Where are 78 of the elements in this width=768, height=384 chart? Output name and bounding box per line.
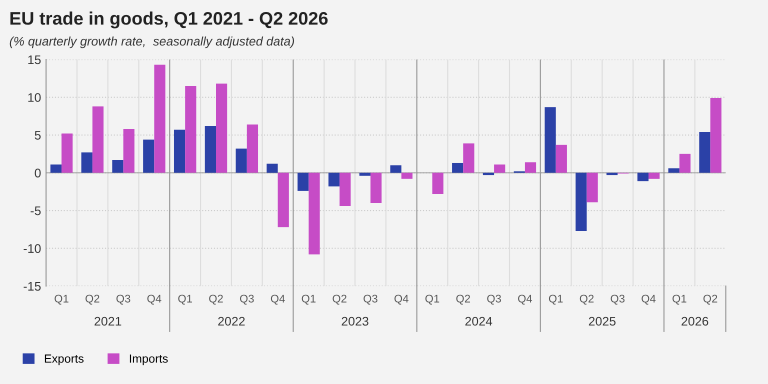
bar [432,172,444,194]
x-tick-label: Q4 [147,294,162,305]
x-tick-label: Q2 [332,294,346,305]
bar [308,172,320,254]
bar [679,154,691,173]
x-tick-label: Q3 [240,294,254,305]
text: 2025 [588,316,616,326]
bar [340,172,351,206]
bar [576,172,587,231]
bar [586,172,598,202]
bar [185,86,196,173]
bar [710,98,722,173]
bar [143,140,154,173]
bar [328,172,340,186]
bar [544,107,556,173]
x-tick-label: Q1 [54,294,68,305]
legend-label: Exports [44,354,84,366]
bar [668,168,680,173]
bar [62,134,73,173]
bar [81,152,92,173]
x-tick-label: Q2 [456,294,470,305]
bar [463,143,474,173]
bar [50,164,62,173]
y-tick-label: 5 [34,130,41,140]
bar [204,126,216,173]
text: 2024 [465,316,492,326]
y-tick-label: -15 [24,282,41,291]
bar [112,160,124,173]
chart-subtitle: (% quarterly growth rate, seasonally adjusted data) [10,36,294,48]
y-tick-label: 15 [28,55,41,64]
x-tick-label: Q4 [394,294,408,305]
bar [370,172,382,204]
bar [246,124,258,173]
text: 2021 [94,316,122,326]
bar [452,162,464,173]
bar [278,172,289,228]
y-tick-label: 0 [34,168,41,178]
bar [401,172,412,179]
text: 2026 [682,316,708,326]
x-tick-label: Q3 [116,294,130,305]
bar [494,164,506,173]
bar [236,148,247,173]
bar [266,164,278,173]
bar [359,172,370,176]
text: 2022 [218,316,245,326]
x-tick-label: Q4 [518,294,532,305]
x-tick-label: Q2 [86,294,100,305]
x-tick-label: Q3 [610,294,625,305]
bar [92,106,104,173]
bar [154,64,166,173]
x-tick-label: Q2 [209,294,223,305]
x-tick-label: Q1 [178,294,192,305]
bar [174,130,186,173]
x-tick-label: Q1 [672,294,686,305]
bar [298,172,309,191]
bar [637,172,649,182]
y-tick-label: 10 [28,93,41,102]
bar [556,144,567,173]
bar [524,162,536,173]
bar [216,84,228,173]
y-tick-label: -5 [30,206,41,216]
y-tick-label: -10 [24,244,41,253]
text: 2023 [342,316,368,326]
bar [390,165,402,173]
x-tick-label: Q3 [364,294,378,305]
x-tick-label: Q2 [703,294,718,305]
bar [648,172,660,179]
chart-title: EU trade in goods, Q1 2021 - Q2 2026 [10,12,328,28]
x-tick-label: Q1 [302,294,316,305]
bar [699,132,710,173]
x-tick-label: Q4 [642,294,656,305]
x-tick-label: Q3 [487,294,501,305]
x-tick-label: Q2 [580,294,594,305]
x-tick-label: Q1 [425,294,440,305]
bar [123,129,134,173]
x-tick-label: Q4 [270,294,285,305]
legend-label: Imports [130,354,168,366]
x-tick-label: Q1 [548,294,563,305]
